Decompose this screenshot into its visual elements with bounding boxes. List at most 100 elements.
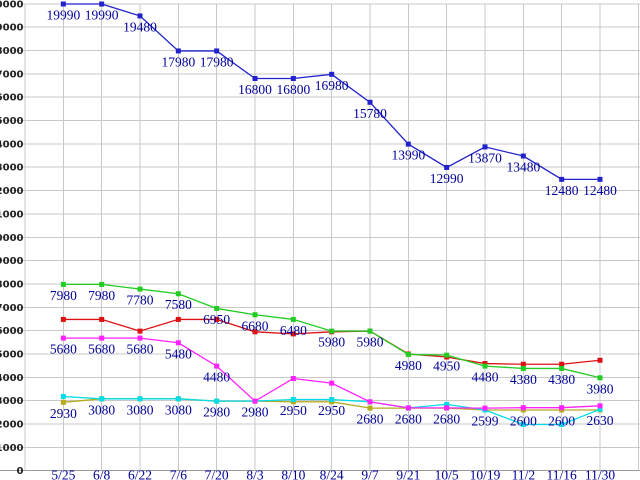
y-axis-label: 4000 (0, 373, 24, 384)
line-green-marker (99, 281, 105, 287)
line-magenta-marker (252, 398, 258, 404)
line-blue-value-label: 16980 (315, 78, 349, 93)
line-green-value-label: 4980 (395, 358, 422, 373)
line-blue-marker (214, 48, 220, 54)
y-axis-label: 0 (17, 466, 24, 477)
line-blue-value-label: 12480 (545, 183, 579, 198)
line-green-marker (175, 291, 181, 297)
y-axis-label: 19000 (0, 23, 24, 34)
line-green-marker (329, 328, 335, 334)
y-axis-label: 9000 (0, 256, 24, 267)
line-magenta-marker (60, 335, 66, 341)
line-magenta-value-label: 5680 (88, 342, 115, 357)
line-blue-value-label: 13990 (391, 148, 425, 163)
line-blue-value-label: 16800 (276, 82, 310, 97)
value-labels: 2930 2680 2680 2680 2600 2600 3080 3080 3080 2980… (46, 8, 617, 429)
line-cyan-value-label: 2950 (280, 403, 307, 418)
line-red-marker (559, 361, 565, 367)
x-axis-label: 9/21 (396, 468, 420, 480)
line-magenta-marker (597, 403, 603, 409)
line-magenta-marker (214, 363, 220, 369)
line-cyan-marker (99, 396, 105, 402)
line-blue-value-label: 12990 (430, 171, 464, 186)
line-blue-marker (559, 176, 565, 182)
line-olive-value-label: 2600 (548, 414, 575, 429)
line-red-marker (252, 329, 258, 335)
line-magenta-marker (99, 335, 105, 341)
line-magenta-marker (329, 380, 335, 386)
line-green-marker (559, 365, 565, 371)
line-olive-marker (367, 405, 373, 411)
line-cyan-value-label: 2980 (203, 405, 230, 420)
line-cyan-marker (290, 396, 296, 402)
line-red-marker (597, 357, 603, 363)
line-green-marker (367, 328, 373, 334)
x-axis-label: 9/7 (361, 468, 379, 480)
line-green-marker (405, 351, 411, 357)
line-green-value-label: 4380 (548, 372, 575, 387)
line-red-marker (520, 361, 526, 367)
line-red-marker (175, 316, 181, 322)
y-axis-label: 5000 (0, 349, 24, 360)
x-axis-label: 7/20 (205, 468, 229, 480)
line-blue-marker (137, 13, 143, 19)
y-axis-label: 3000 (0, 396, 24, 407)
line-blue-value-label: 15780 (353, 106, 387, 121)
line-cyan-marker (520, 421, 526, 427)
line-green-value-label: 7780 (126, 293, 153, 308)
line-cyan-marker (329, 396, 335, 402)
line-blue-marker (520, 153, 526, 159)
series-line-blue (60, 1, 603, 182)
y-axis-label: 17000 (0, 69, 24, 80)
line-green-marker (520, 365, 526, 371)
line-green-value-label: 5980 (356, 335, 383, 350)
line-red-marker (137, 328, 143, 334)
line-blue-marker (99, 1, 105, 7)
line-magenta-value-label: 5680 (126, 342, 153, 357)
line-cyan-marker (60, 393, 66, 399)
line-magenta-marker (520, 405, 526, 411)
y-axis-labels: 0 1000 2000 3000 4000 5000 6000 7000 8000 9000 100… (0, 0, 24, 477)
line-green-value-label: 3980 (586, 381, 613, 396)
x-axis-label: 10/5 (435, 468, 459, 480)
y-axis-label: 10000 (0, 233, 24, 244)
line-blue-marker (329, 71, 335, 77)
line-cyan-value-label: 3080 (165, 402, 192, 417)
line-green-value-label: 4380 (510, 372, 537, 387)
x-axis-label: 8/24 (320, 468, 344, 480)
x-axis-label: 7/6 (170, 468, 188, 480)
x-axis-label: 11/16 (547, 468, 577, 480)
y-axis-label: 13000 (0, 163, 24, 174)
line-magenta-value-label: 5480 (165, 346, 192, 361)
line-green-marker (290, 316, 296, 322)
line-blue-marker (405, 141, 411, 147)
line-green-value-label: 6480 (280, 323, 307, 338)
line-magenta-marker (290, 375, 296, 381)
line-cyan-value-label: 2950 (318, 403, 345, 418)
line-green-marker (597, 375, 603, 381)
line-blue-marker (252, 76, 258, 82)
grid (0, 3, 640, 472)
y-axis-label: 2000 (0, 420, 24, 431)
y-axis-label: 7000 (0, 303, 24, 314)
x-axis-label: 5/25 (51, 468, 75, 480)
line-cyan-marker (559, 421, 565, 427)
line-blue-value-label: 19480 (123, 19, 157, 34)
y-axis-label: 18000 (0, 46, 24, 57)
line-green-marker (214, 305, 220, 311)
line-olive-value-label: 2680 (356, 412, 383, 427)
line-green-value-label: 7580 (165, 297, 192, 312)
line-red-marker (290, 331, 296, 337)
line-blue-value-label: 12480 (583, 183, 617, 198)
line-blue-marker (482, 144, 488, 150)
line-blue-marker (290, 76, 296, 82)
line-cyan-value-label: 3080 (126, 402, 153, 417)
line-olive-value-label: 2680 (433, 412, 460, 427)
line-blue-marker (597, 176, 603, 182)
line-magenta-value-label: 4480 (203, 370, 230, 385)
line-cyan-marker (444, 401, 450, 407)
line-blue-value-label: 13480 (506, 160, 540, 175)
line-green-marker (444, 352, 450, 358)
